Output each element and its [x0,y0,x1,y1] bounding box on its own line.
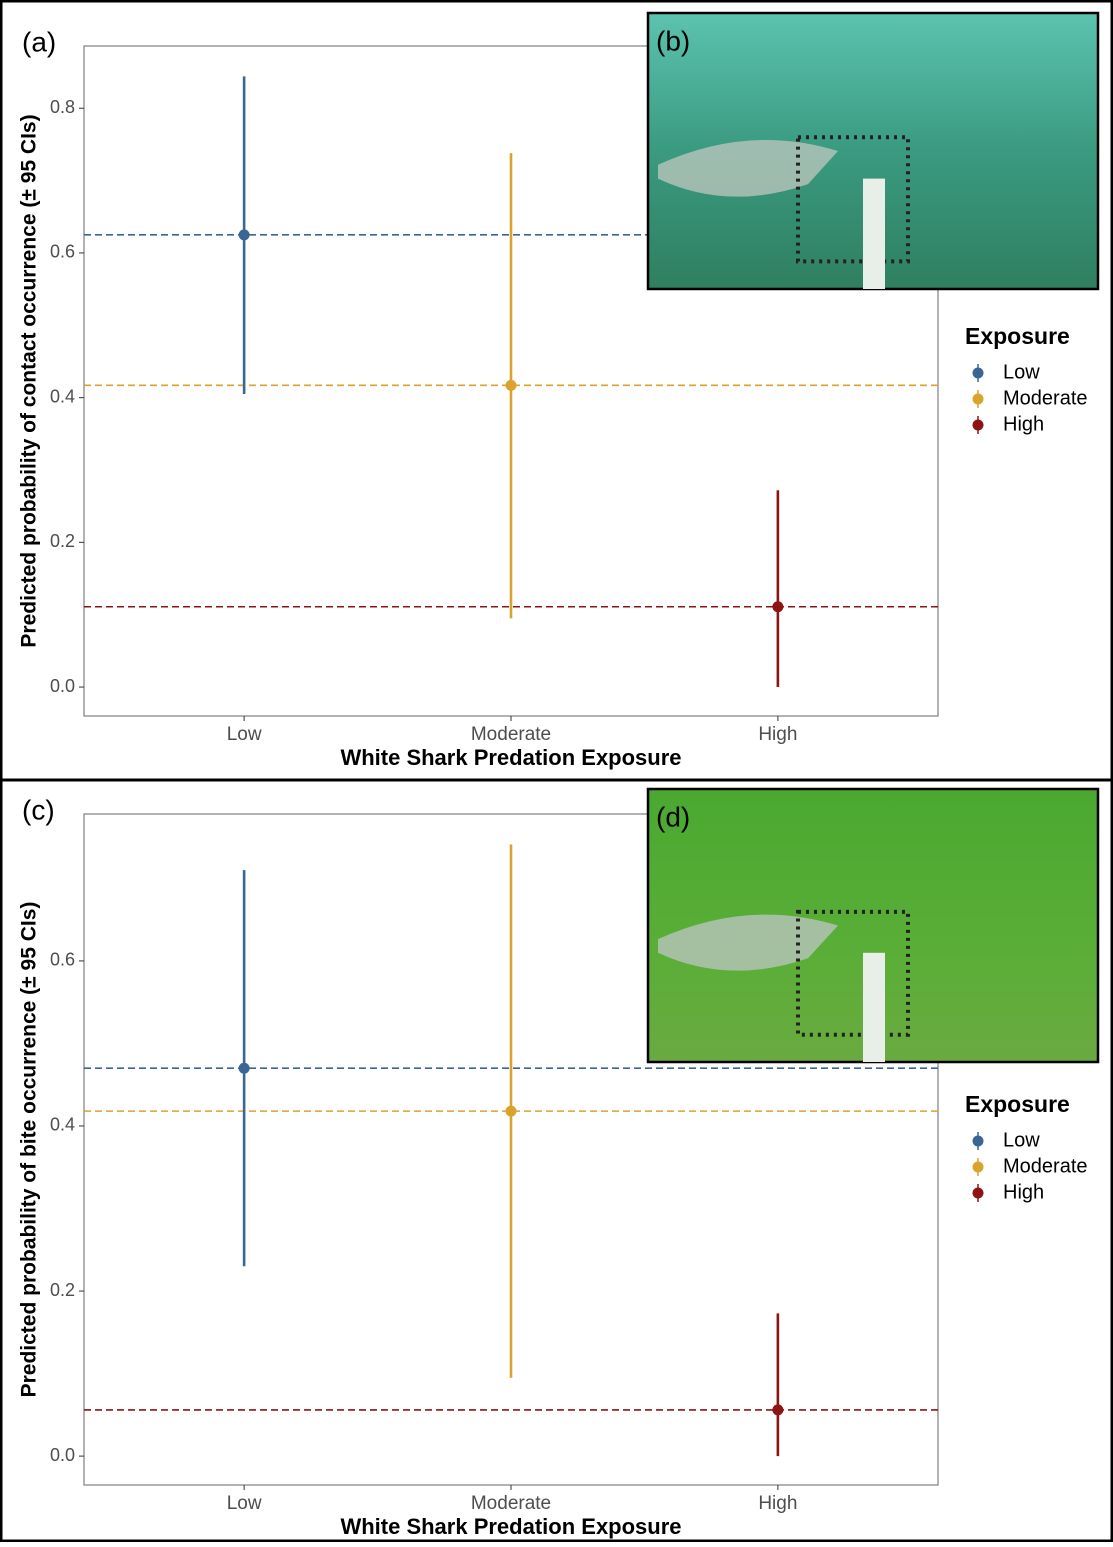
y-tick-label: 0.6 [50,950,75,970]
legend-label: Moderate [1003,387,1088,409]
inset-pole [863,178,885,289]
point [772,601,784,613]
inset-shark [658,139,838,197]
x-tick-label: High [758,1493,797,1514]
point [505,1105,517,1117]
legend-key [972,1187,984,1199]
y-tick-label: 0.0 [50,676,75,696]
x-tick-label: Moderate [471,724,551,745]
x-tick-label: Moderate [471,1493,551,1514]
inset-label: (b) [656,25,690,56]
x-tick-label: Low [227,724,262,745]
y-tick-label: 0.2 [50,531,75,551]
legend-label: Low [1003,361,1040,383]
point [238,229,250,241]
legend-title: Exposure [965,1091,1070,1117]
legend-label: Moderate [1003,1155,1088,1177]
panel-label: (c) [22,794,55,825]
y-tick-label: 0.8 [50,97,75,117]
legend-key [972,1135,984,1147]
x-tick-label: High [758,724,797,745]
y-tick-label: 0.4 [50,386,75,406]
y-axis-title: Predicted probability of bite occurrence… [18,902,41,1398]
y-axis-title: Predicted probability of contact occurre… [18,114,41,647]
legend-label: Low [1003,1129,1040,1151]
legend-key [972,393,984,405]
inset-label: (d) [656,801,690,832]
legend-key [972,419,984,431]
legend-label: High [1003,413,1044,435]
x-axis-title: White Shark Predation Exposure [340,745,681,770]
legend-title: Exposure [965,323,1070,349]
legend-key [972,1161,984,1173]
inset-shark [658,914,838,971]
point [505,379,517,391]
panel-label: (a) [22,26,56,57]
inset-pole [863,952,885,1062]
x-axis-title: White Shark Predation Exposure [340,1514,681,1539]
legend-label: High [1003,1181,1044,1203]
y-tick-label: 0.2 [50,1280,75,1300]
y-tick-label: 0.4 [50,1115,75,1135]
x-tick-label: Low [227,1493,262,1514]
point [772,1404,784,1416]
y-tick-label: 0.0 [50,1445,75,1465]
inset-cage [796,135,910,264]
point [238,1062,250,1074]
legend-key [972,367,984,379]
y-tick-label: 0.6 [50,242,75,262]
